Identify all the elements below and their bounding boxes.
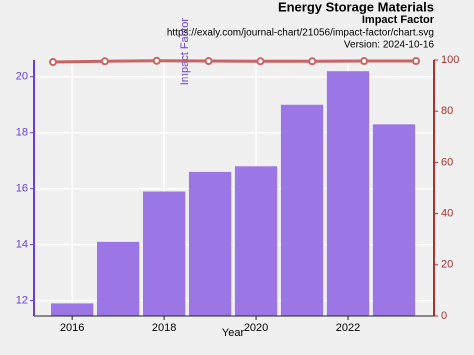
x-tick-label: 2020 — [244, 322, 268, 334]
bar — [188, 171, 232, 316]
y2-tick-label: 60 — [441, 156, 453, 168]
bar — [326, 71, 370, 316]
y2-tick-label: 40 — [441, 208, 453, 220]
point — [308, 57, 317, 66]
bar — [96, 241, 140, 316]
y2-tick-label: 100 — [441, 54, 459, 66]
point — [360, 57, 369, 66]
bar — [51, 303, 94, 316]
point — [256, 57, 265, 66]
y2-tick-label: 20 — [441, 259, 453, 271]
bar — [280, 104, 324, 316]
bar — [234, 166, 278, 316]
point — [49, 58, 57, 67]
point — [100, 57, 109, 66]
y-tick-label: 16 — [16, 183, 28, 195]
version: Version: 2024-10-16 — [344, 40, 435, 51]
y-tick-label: 18 — [16, 127, 28, 139]
chart-subtitle: Impact Factor — [362, 14, 435, 26]
bar — [372, 124, 416, 316]
point — [152, 56, 161, 65]
x-tick-label: 2018 — [152, 322, 176, 334]
y2-tick-label: 80 — [441, 105, 453, 117]
point — [204, 57, 213, 66]
x-tick-label: 2016 — [60, 322, 84, 334]
line — [52, 59, 416, 64]
point — [412, 57, 420, 66]
bar — [142, 191, 186, 316]
y-tick-label: 20 — [16, 71, 28, 83]
source: https://exaly.com/journal-chart/21056/im… — [167, 28, 434, 39]
y-axis-label: Impact Factor — [179, 18, 191, 86]
chart-title: Energy Storage Materials — [278, 0, 434, 14]
x-axis-label: Year — [222, 327, 245, 339]
y-tick-label: 12 — [16, 295, 28, 307]
x-tick-label: 2022 — [336, 322, 360, 334]
y-tick-label: 14 — [16, 239, 28, 251]
y2-tick-label: 0 — [441, 310, 447, 322]
